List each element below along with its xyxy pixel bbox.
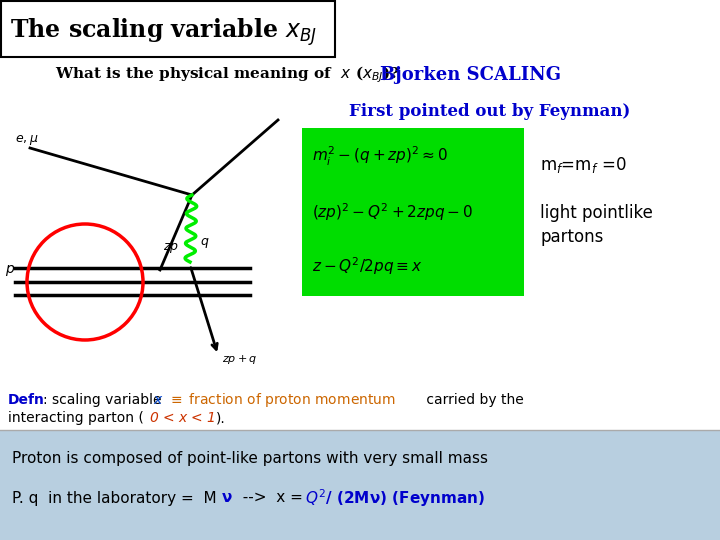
Text: $zp+q$: $zp+q$ [222, 354, 257, 367]
Text: $x$: $x$ [153, 393, 163, 407]
Text: $q$: $q$ [200, 236, 210, 250]
Text: -->  x =: --> x = [233, 490, 303, 505]
Text: $\equiv$ fraction of proton momentum: $\equiv$ fraction of proton momentum [163, 391, 396, 409]
Bar [0, 430, 720, 540]
Text: $p$: $p$ [5, 262, 15, 278]
Text: ν: ν [222, 490, 233, 505]
Text: Proton is composed of point-like partons with very small mass: Proton is composed of point-like partons… [12, 450, 488, 465]
Text: Bjorken SCALING: Bjorken SCALING [380, 66, 561, 84]
Text: interacting parton (: interacting parton ( [8, 411, 144, 425]
Text: P. q  in the laboratory =  M: P. q in the laboratory = M [12, 490, 217, 505]
Text: $e,\mu$: $e,\mu$ [15, 133, 38, 147]
Text: $m_i^2 - (q + zp)^2 \approx 0$: $m_i^2 - (q + zp)^2 \approx 0$ [312, 144, 449, 167]
Text: First pointed out by Feynman): First pointed out by Feynman) [349, 104, 631, 120]
Text: $Q^2$/ (2Mν) (Feynman): $Q^2$/ (2Mν) (Feynman) [305, 487, 485, 509]
Text: carried by the: carried by the [422, 393, 523, 407]
Bar [302, 128, 524, 296]
Text: : scaling variable: : scaling variable [43, 393, 166, 407]
Text: $zp$: $zp$ [163, 241, 179, 255]
Text: light pointlike
partons: light pointlike partons [540, 204, 653, 246]
Text: $z - Q^2/2pq \equiv x$: $z - Q^2/2pq \equiv x$ [312, 255, 423, 277]
Text: m$_f$=m$_f$ =0: m$_f$=m$_f$ =0 [540, 155, 626, 175]
Text: The scaling variable $x_{BJ}$: The scaling variable $x_{BJ}$ [10, 16, 317, 48]
Text: $(zp)^2 - Q^2 + 2zpq - 0$: $(zp)^2 - Q^2 + 2zpq - 0$ [312, 201, 473, 223]
Text: 0 < $x$ < 1: 0 < $x$ < 1 [149, 411, 216, 425]
Text: What is the physical meaning of  $x$ ($x_{BJ}$)?: What is the physical meaning of $x$ ($x_… [55, 65, 400, 85]
FancyBboxPatch shape [1, 1, 335, 57]
Text: Defn: Defn [8, 393, 45, 407]
Text: ).: ). [216, 411, 226, 425]
